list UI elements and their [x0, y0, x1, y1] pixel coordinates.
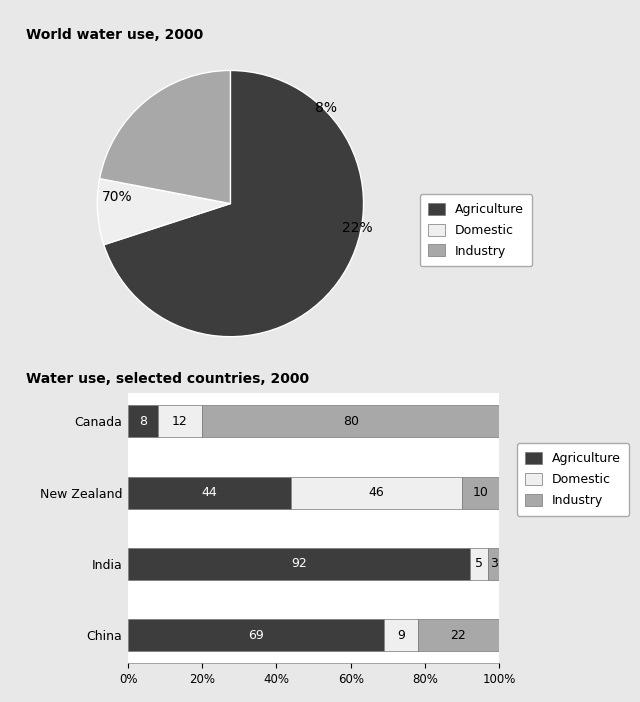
Bar [291, 477, 462, 509]
Bar [417, 619, 499, 651]
Bar [488, 548, 499, 580]
Wedge shape [97, 178, 230, 245]
Text: Water use, selected countries, 2000: Water use, selected countries, 2000 [26, 371, 308, 385]
Bar [128, 477, 291, 509]
Text: 3: 3 [490, 557, 497, 570]
Wedge shape [100, 70, 230, 204]
Text: 80: 80 [343, 415, 359, 428]
Text: 10: 10 [473, 486, 488, 499]
Legend: Agriculture, Domestic, Industry: Agriculture, Domestic, Industry [516, 444, 629, 516]
Text: 12: 12 [172, 415, 188, 428]
Text: 69: 69 [248, 628, 264, 642]
Text: 92: 92 [291, 557, 307, 570]
Legend: Agriculture, Domestic, Industry: Agriculture, Domestic, Industry [420, 194, 532, 266]
Text: 5: 5 [475, 557, 483, 570]
Text: World water use, 2000: World water use, 2000 [26, 27, 203, 41]
Bar [128, 405, 157, 437]
Text: 8%: 8% [316, 100, 337, 114]
Bar [384, 619, 417, 651]
Text: 22: 22 [451, 628, 467, 642]
Wedge shape [104, 70, 364, 337]
Text: 8: 8 [139, 415, 147, 428]
Text: 46: 46 [369, 486, 385, 499]
Bar [470, 548, 488, 580]
Bar [128, 548, 470, 580]
Text: 9: 9 [397, 628, 404, 642]
Text: 70%: 70% [102, 190, 132, 204]
Bar [157, 405, 202, 437]
Text: 22%: 22% [342, 220, 372, 234]
Bar [202, 405, 499, 437]
Bar [128, 619, 384, 651]
Text: 44: 44 [202, 486, 218, 499]
Bar [462, 477, 499, 509]
